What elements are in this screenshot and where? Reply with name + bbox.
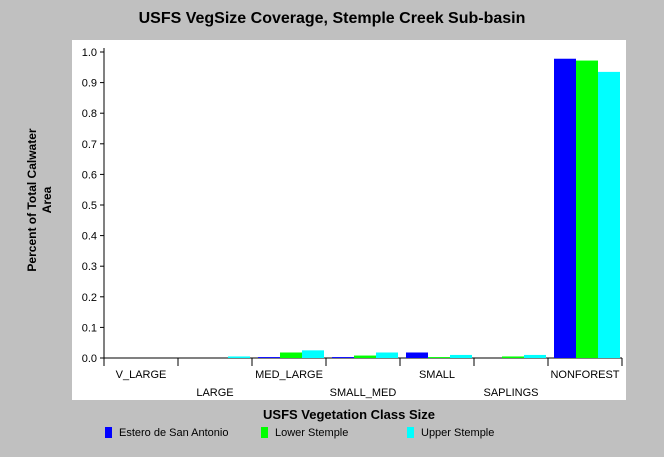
bar — [228, 356, 250, 358]
bar — [258, 357, 280, 358]
legend-item-lower-stemple: Lower Stemple — [261, 427, 348, 439]
y-axis-title-line-1: Percent of Total Calwater — [25, 128, 39, 272]
x-tick-label: NONFOREST — [550, 369, 619, 381]
x-tick-label: SAPLINGS — [483, 387, 538, 399]
chart-title: USFS VegSize Coverage, Stemple Creek Sub… — [138, 10, 526, 27]
bar — [302, 350, 324, 358]
bar — [524, 354, 546, 358]
y-tick-label: 0.2 — [82, 292, 97, 304]
bar-chart: 0.0 0.1 0.2 0.3 0.4 0.5 0.6 0.7 0.8 0.9 1.0 V_LARGE… — [82, 47, 623, 399]
x-tick-label: MED_LARGE — [255, 369, 323, 381]
bar — [376, 352, 398, 358]
legend-item-estero: Estero de San Antonio — [105, 427, 228, 439]
bar — [428, 357, 450, 358]
legend-label-upper-stemple: Upper Stemple — [421, 427, 495, 439]
plot-area: 0.0 0.1 0.2 0.3 0.4 0.5 0.6 0.7 0.8 0.9 1.0 V_LARGE… — [72, 40, 626, 400]
y-tick-label: 1.0 — [82, 47, 97, 59]
bar — [450, 354, 472, 358]
legend-swatch-estero — [105, 427, 112, 438]
y-tick-label: 0.9 — [82, 78, 97, 90]
bar — [332, 357, 354, 358]
x-tick-label: SMALL_MED — [330, 387, 397, 399]
y-axis-title-line-2: Area — [40, 186, 54, 214]
y-tick-label: 0.5 — [82, 200, 97, 212]
y-tick-label: 0.8 — [82, 108, 97, 120]
legend-item-upper-stemple: Upper Stemple — [407, 427, 494, 439]
legend-swatch-lower-stemple — [261, 427, 268, 438]
bar — [280, 352, 302, 358]
x-tick-label: V_LARGE — [116, 369, 167, 381]
legend-label-lower-stemple: Lower Stemple — [275, 427, 349, 439]
bar — [576, 60, 598, 359]
bar — [502, 356, 524, 358]
legend-label-estero: Estero de San Antonio — [119, 427, 229, 439]
x-tick-label: LARGE — [196, 387, 233, 399]
x-tick-label: SMALL — [419, 369, 455, 381]
y-axis-title: Percent of Total Calwater Area — [25, 100, 55, 300]
bar — [354, 355, 376, 358]
y-tick-label: 0.6 — [82, 169, 97, 181]
y-tick-label: 0.3 — [82, 261, 97, 273]
y-tick-label: 0.0 — [82, 353, 97, 365]
bar — [598, 71, 620, 358]
bar — [406, 352, 428, 358]
y-tick-label: 0.4 — [82, 231, 97, 243]
legend-swatch-upper-stemple — [407, 427, 414, 438]
bar — [554, 58, 576, 359]
y-tick-label: 0.7 — [82, 139, 97, 151]
y-tick-label: 0.1 — [82, 322, 97, 334]
x-axis-title: USFS Vegetation Class Size — [263, 407, 435, 422]
